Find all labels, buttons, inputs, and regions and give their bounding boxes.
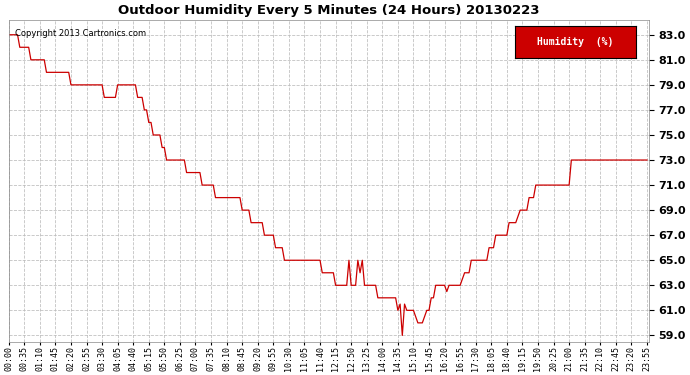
Title: Outdoor Humidity Every 5 Minutes (24 Hours) 20130223: Outdoor Humidity Every 5 Minutes (24 Hou… [118,4,540,17]
Text: Copyright 2013 Cartronics.com: Copyright 2013 Cartronics.com [15,29,146,38]
